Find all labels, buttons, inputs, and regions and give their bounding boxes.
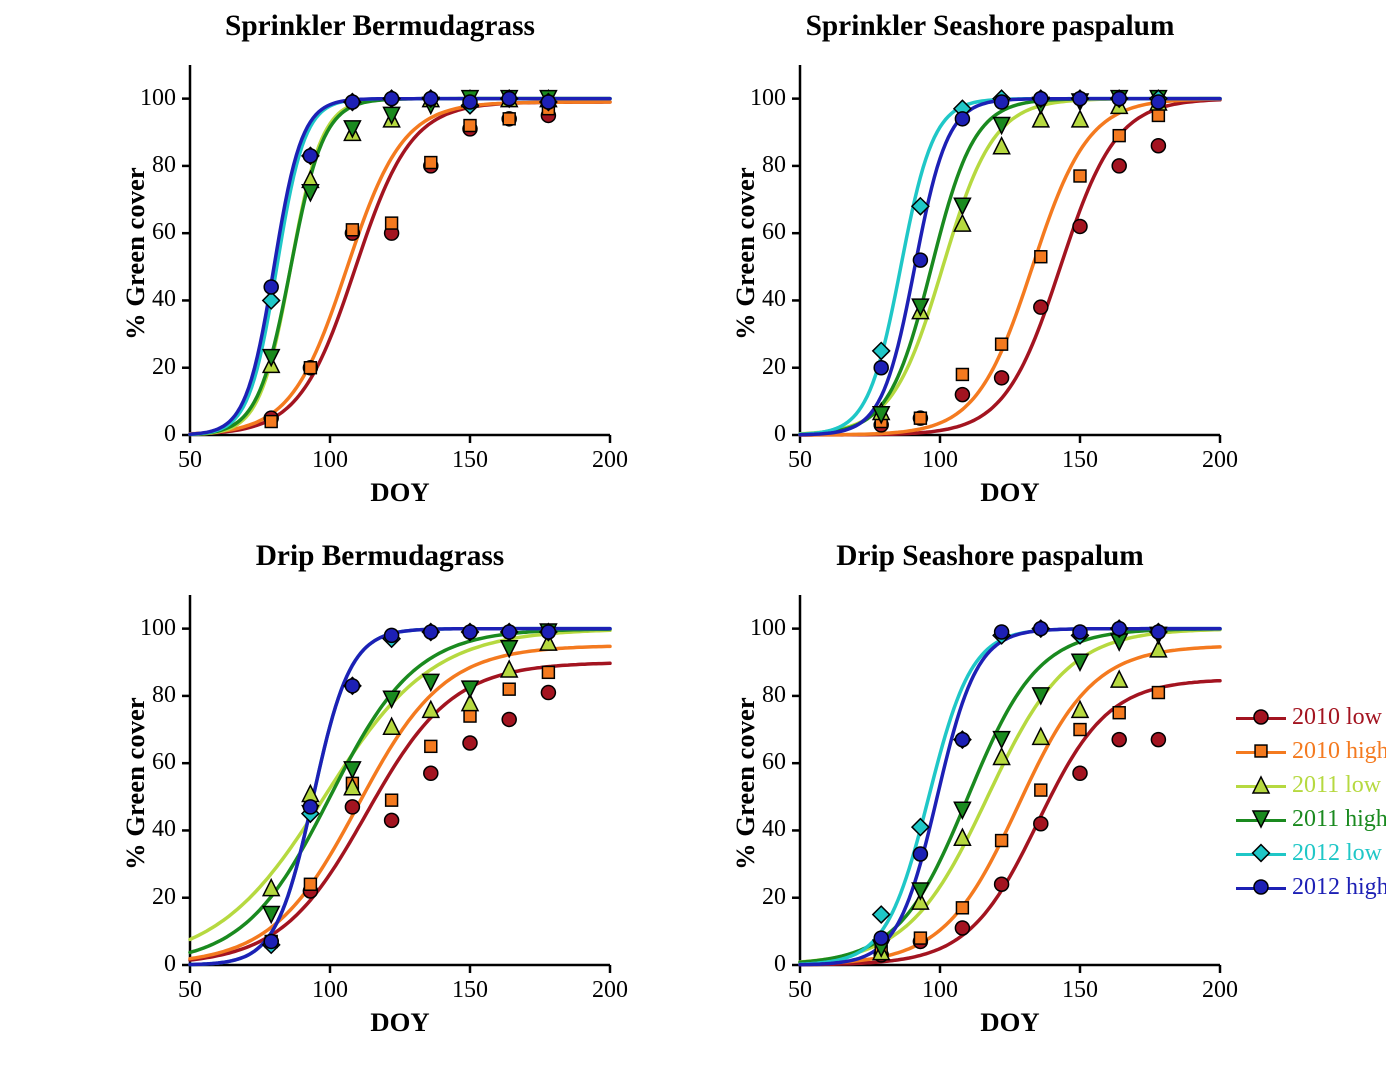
- y-tick-label: 0: [116, 951, 176, 978]
- y-tick-label: 0: [726, 421, 786, 448]
- legend-label: 2012 low: [1292, 840, 1382, 867]
- legend-marker: [1236, 707, 1286, 727]
- panel-sprinkler-bermudagrass: Sprinkler Bermudagrass501001502000204060…: [100, 10, 660, 510]
- y-axis-label: % Green cover: [120, 167, 151, 340]
- x-tick-label: 100: [910, 977, 970, 1004]
- legend-label: 2012 high: [1292, 874, 1386, 901]
- y-tick-label: 100: [116, 85, 176, 112]
- x-tick-label: 50: [770, 447, 830, 474]
- legend-marker: [1236, 843, 1286, 863]
- y-axis-label: % Green cover: [120, 697, 151, 870]
- y-tick-label: 0: [116, 421, 176, 448]
- y-tick-label: 20: [726, 884, 786, 911]
- panel-title: Sprinkler Seashore paspalum: [710, 10, 1270, 43]
- panel-title: Drip Seashore paspalum: [710, 540, 1270, 573]
- chart-svg: [710, 10, 1270, 510]
- y-tick-label: 20: [726, 354, 786, 381]
- legend-marker: [1236, 809, 1286, 829]
- chart-svg: [100, 10, 660, 510]
- legend-label: 2010 high: [1292, 738, 1386, 765]
- legend-entry: 2011 low: [1236, 768, 1386, 802]
- y-axis-label: % Green cover: [730, 167, 761, 340]
- x-tick-label: 50: [160, 447, 220, 474]
- x-tick-label: 150: [440, 447, 500, 474]
- legend-label: 2011 low: [1292, 772, 1381, 799]
- x-tick-label: 50: [160, 977, 220, 1004]
- legend-entry: 2010 low: [1236, 700, 1386, 734]
- x-axis-label: DOY: [800, 477, 1220, 508]
- chart-svg: [710, 540, 1270, 1040]
- legend-marker: [1236, 741, 1286, 761]
- legend-entry: 2012 low: [1236, 836, 1386, 870]
- x-axis-label: DOY: [190, 1007, 610, 1038]
- x-tick-label: 150: [1050, 977, 1110, 1004]
- panel-drip-bermudagrass: Drip Bermudagrass50100150200020406080100…: [100, 540, 660, 1040]
- legend-marker: [1236, 877, 1286, 897]
- x-tick-label: 100: [910, 447, 970, 474]
- legend-entry: 2010 high: [1236, 734, 1386, 768]
- x-tick-label: 100: [300, 447, 360, 474]
- panel-sprinkler-seashore-paspalum: Sprinkler Seashore paspalum 50 100 150 200 0 2…: [710, 10, 1270, 510]
- y-tick-label: 20: [116, 884, 176, 911]
- x-tick-label: 100: [300, 977, 360, 1004]
- legend: 2010 low 2010 high 2011 low 2011 high 2012 l…: [1236, 700, 1386, 904]
- x-tick-label: 50: [770, 977, 830, 1004]
- panel-title: Sprinkler Bermudagrass: [100, 10, 660, 43]
- y-tick-label: 0: [726, 951, 786, 978]
- x-axis-label: DOY: [800, 1007, 1220, 1038]
- panel-drip-seashore-paspalum: Drip Seashore paspalum501001502000204060…: [710, 540, 1270, 1040]
- x-axis-label: DOY: [190, 477, 610, 508]
- panel-title: Drip Bermudagrass: [100, 540, 660, 573]
- legend-label: 2011 high: [1292, 806, 1386, 833]
- legend-label: 2010 low: [1292, 704, 1382, 731]
- y-tick-label: 100: [726, 615, 786, 642]
- figure-root: Sprinkler Bermudagrass501001502000204060…: [0, 0, 1386, 1085]
- x-tick-label: 200: [580, 447, 640, 474]
- legend-entry: 2011 high: [1236, 802, 1386, 836]
- y-axis-label: % Green cover: [730, 697, 761, 870]
- x-tick-label: 200: [1190, 977, 1250, 1004]
- y-tick-label: 20: [116, 354, 176, 381]
- x-tick-label: 200: [1190, 447, 1250, 474]
- legend-entry: 2012 high: [1236, 870, 1386, 904]
- x-tick-label: 150: [1050, 447, 1110, 474]
- y-tick-label: 100: [116, 615, 176, 642]
- y-tick-label: 100: [726, 85, 786, 112]
- x-tick-label: 200: [580, 977, 640, 1004]
- x-tick-label: 150: [440, 977, 500, 1004]
- legend-marker: [1236, 775, 1286, 795]
- chart-svg: [100, 540, 660, 1040]
